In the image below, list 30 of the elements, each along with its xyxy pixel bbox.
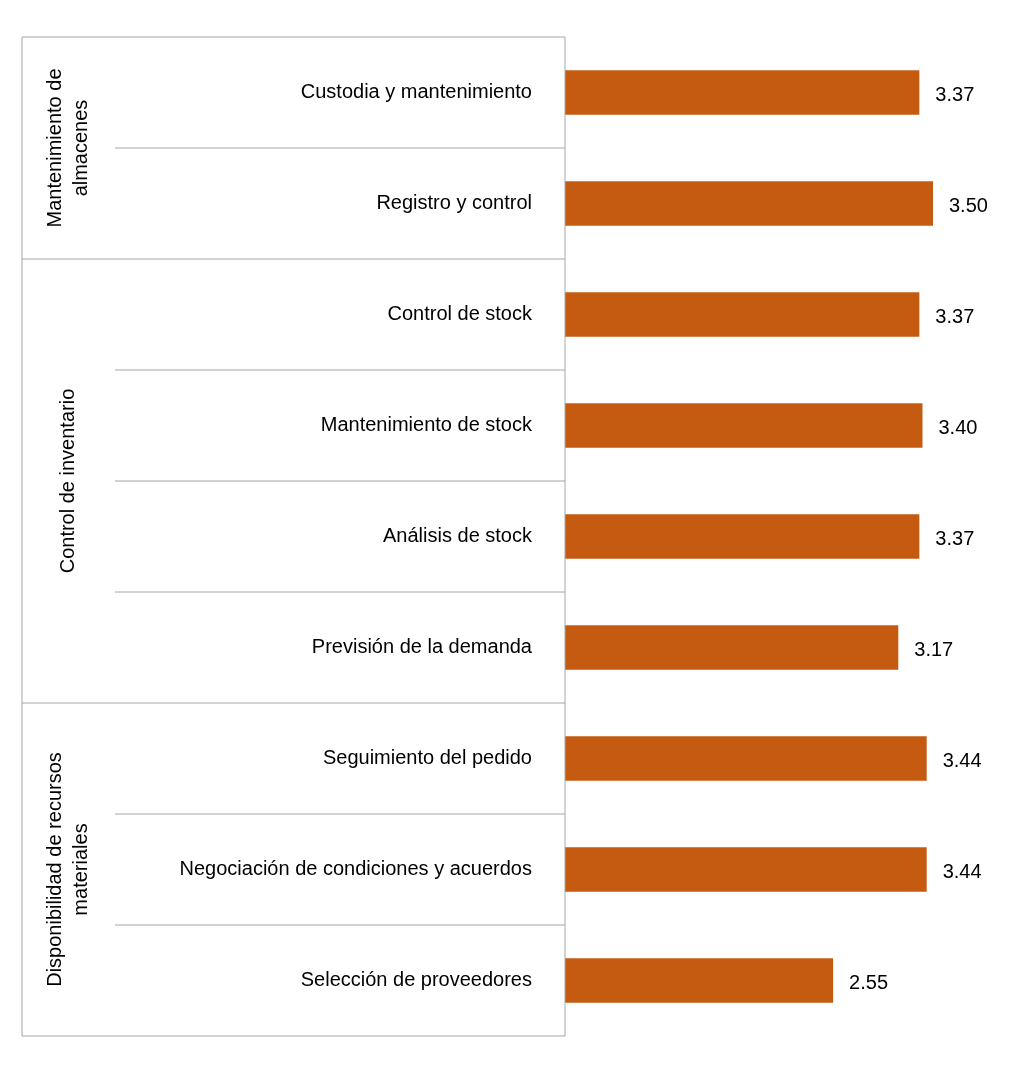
data-label: 3.37 bbox=[935, 305, 975, 328]
data-label: 3.37 bbox=[935, 527, 975, 550]
bar bbox=[565, 736, 927, 781]
bar bbox=[565, 181, 933, 226]
bar bbox=[565, 847, 927, 892]
bar bbox=[565, 514, 920, 559]
text: Disponibilidad de recursos materiales bbox=[43, 752, 92, 987]
data-label: 3.50 bbox=[949, 194, 988, 217]
y-tick-label: Negociación de condiciones y acuerdos bbox=[179, 857, 532, 880]
y-tick-label: Custodia y mantenimiento bbox=[300, 80, 532, 103]
data-label: 3.40 bbox=[938, 416, 978, 439]
bar bbox=[565, 958, 834, 1003]
text: Control de inventario bbox=[56, 388, 79, 574]
data-label: 3.37 bbox=[935, 83, 975, 106]
y-tick-label: Análisis de stock bbox=[383, 524, 533, 547]
bar bbox=[565, 403, 923, 448]
bar bbox=[565, 292, 920, 337]
data-label: 2.55 bbox=[849, 971, 889, 994]
bar bbox=[565, 625, 899, 670]
y-tick-label: Previsión de la demanda bbox=[311, 635, 533, 658]
data-label: 3.44 bbox=[942, 860, 982, 883]
data-label: 3.17 bbox=[914, 638, 954, 661]
data-label: 3.44 bbox=[942, 749, 982, 772]
y-tick-label: Mantenimiento de stock bbox=[320, 413, 533, 436]
y-tick-label: Seguimiento del pedido bbox=[322, 746, 532, 769]
y-tick-label: Control de stock bbox=[387, 302, 533, 325]
text: Mantenimiento de almacenes bbox=[43, 68, 92, 228]
y-tick-label: Registro y control bbox=[376, 191, 532, 214]
y-tick-label: Selección de proveedores bbox=[300, 968, 532, 991]
bar bbox=[565, 70, 920, 115]
